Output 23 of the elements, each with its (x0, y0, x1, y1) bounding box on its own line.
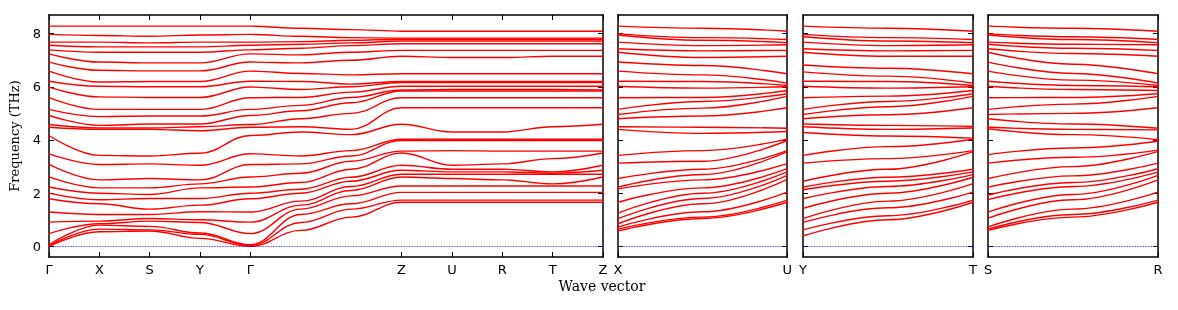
x-tick-label: Y (798, 262, 808, 277)
x-tick-label: R (1153, 262, 1163, 277)
x-tick-label: S (983, 262, 993, 277)
y-tick-label: 2 (32, 185, 41, 201)
y-tick-label: 0 (32, 238, 41, 254)
x-tick-label: T (547, 262, 557, 277)
x-tick-label: U (447, 262, 457, 277)
x-tick-label: S (145, 262, 154, 277)
x-tick-label: Γ (246, 262, 255, 277)
x-tick-label: X (613, 262, 623, 277)
x-tick-label: Z (397, 262, 407, 277)
x-tick-label: Γ (45, 262, 54, 277)
x-tick-label: X (94, 262, 104, 277)
x-axis-title: Wave vector (557, 278, 647, 294)
x-tick-label: U (782, 262, 792, 277)
y-tick-label: 4 (32, 132, 41, 148)
y-tick-label: 6 (32, 79, 41, 95)
x-tick-label: R (497, 262, 507, 277)
y-tick-label: 8 (32, 26, 41, 42)
y-axis-title: Frequency (THz) (7, 80, 22, 192)
x-tick-label: T (968, 262, 978, 277)
x-tick-label: Z (598, 262, 608, 277)
x-tick-label: Y (195, 262, 205, 277)
